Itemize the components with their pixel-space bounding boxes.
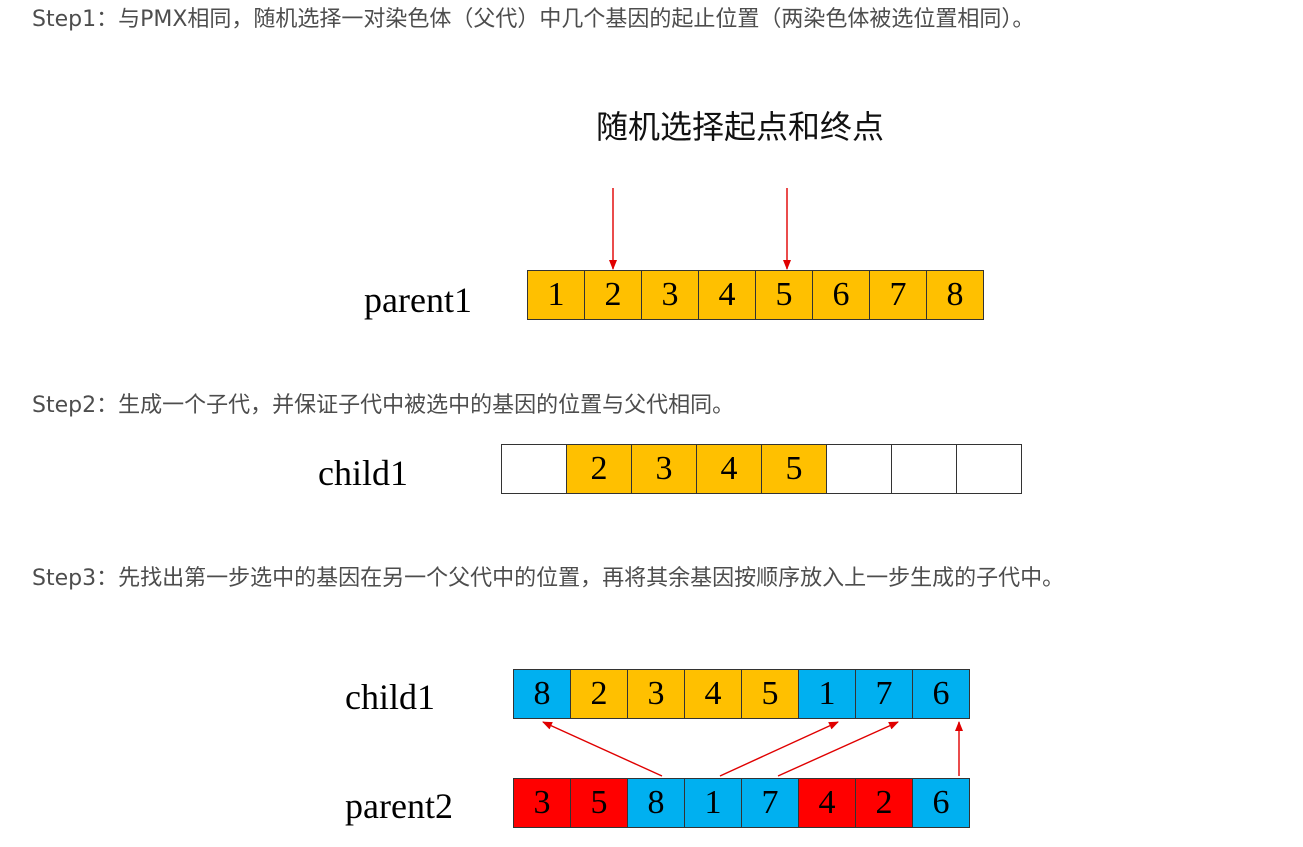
gene-8-mapping-arrow (542, 721, 663, 777)
parent1-label: parent1 (364, 280, 472, 320)
diagram-title: 随机选择起点和终点 (595, 108, 884, 146)
gene-cell: 2 (570, 669, 628, 719)
gene-cell: 2 (584, 270, 642, 320)
gene-cell: 3 (513, 778, 571, 828)
gene-cell: 4 (696, 444, 762, 494)
step1-text: Step1：与PMX相同，随机选择一对染色体（父代）中几个基因的起止位置（两染色… (32, 7, 1035, 32)
gene-cell: 8 (926, 270, 984, 320)
gene-cell: 7 (855, 669, 913, 719)
gene-cell: 2 (855, 778, 913, 828)
gene-cell: 4 (798, 778, 856, 828)
gene-cell: 6 (912, 669, 970, 719)
gene-cell: 5 (755, 270, 813, 320)
step2-text: Step2：生成一个子代，并保证子代中被选中的基因的位置与父代相同。 (32, 393, 735, 418)
gene-cell: 3 (627, 669, 685, 719)
gene-cell: 5 (761, 444, 827, 494)
gene-cell: 1 (684, 778, 742, 828)
gene-cell: 6 (912, 778, 970, 828)
gene-cell: 8 (513, 669, 571, 719)
gene-cell (891, 444, 957, 494)
gene-cell: 1 (798, 669, 856, 719)
gene-cell: 8 (627, 778, 685, 828)
step3-text: Step3：先找出第一步选中的基因在另一个父代中的位置，再将其余基因按顺序放入上… (32, 566, 1065, 591)
gene-1-mapping-arrow (719, 721, 839, 777)
gene-cell: 7 (741, 778, 799, 828)
gene-cell (501, 444, 567, 494)
gene-cell (956, 444, 1022, 494)
child1-label: child1 (318, 453, 408, 493)
child1-result-label: child1 (345, 677, 435, 717)
gene-cell: 7 (869, 270, 927, 320)
gene-7-mapping-arrow (777, 721, 899, 777)
gene-cell: 6 (812, 270, 870, 320)
parent2-label: parent2 (345, 786, 453, 826)
gene-cell: 4 (684, 669, 742, 719)
gene-cell: 2 (566, 444, 632, 494)
